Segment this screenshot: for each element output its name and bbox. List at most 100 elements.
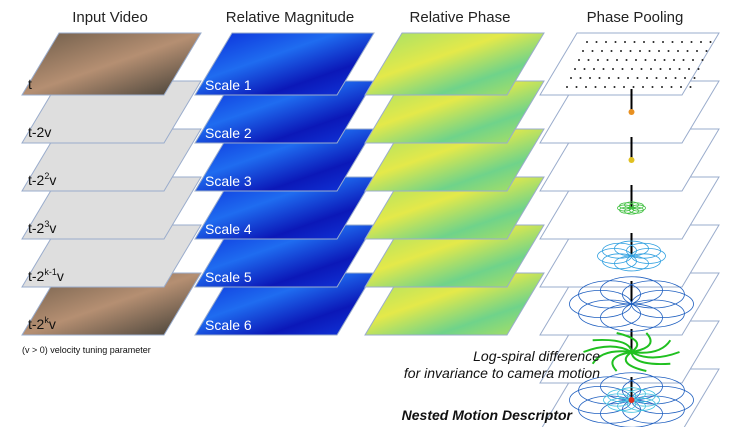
frame-label-base: t-2 bbox=[28, 316, 45, 332]
figure: Input Video Relative Magnitude Relative Ph… bbox=[0, 0, 730, 427]
center bbox=[629, 157, 635, 163]
grid-dot bbox=[650, 68, 652, 70]
grid-dot bbox=[584, 68, 586, 70]
grid-dot bbox=[570, 77, 572, 79]
scale-label: Scale 5 bbox=[205, 269, 252, 285]
caption: for invariance to camera motion bbox=[404, 365, 600, 381]
grid-dot bbox=[635, 59, 637, 61]
scale-label: Scale 2 bbox=[205, 125, 252, 141]
grid-dot bbox=[679, 68, 681, 70]
grid-dot bbox=[639, 50, 641, 52]
grid-dot bbox=[662, 41, 664, 43]
grid-dot bbox=[652, 86, 654, 88]
grid-dot bbox=[664, 59, 666, 61]
grid-dot bbox=[661, 86, 663, 88]
grid-dot bbox=[696, 50, 698, 52]
grid-dot bbox=[597, 59, 599, 61]
grid-dot bbox=[566, 86, 568, 88]
grid-dot bbox=[585, 86, 587, 88]
frame-label-base: t-2 bbox=[28, 172, 45, 188]
grid-dot bbox=[599, 77, 601, 79]
frame-label-end: v bbox=[49, 220, 56, 236]
frame-label-base: t-2 bbox=[28, 268, 45, 284]
grid-dot bbox=[675, 77, 677, 79]
grid-dot bbox=[580, 77, 582, 79]
grid-dot bbox=[653, 41, 655, 43]
grid-dot bbox=[607, 59, 609, 61]
grid-dot bbox=[627, 77, 629, 79]
center bbox=[629, 397, 635, 403]
scale-label: Scale 1 bbox=[205, 77, 252, 93]
grid-dot bbox=[616, 59, 618, 61]
grid-dot bbox=[700, 41, 702, 43]
grid-dot bbox=[623, 86, 625, 88]
grid-dot bbox=[641, 68, 643, 70]
frame-label: t-23v bbox=[28, 219, 56, 236]
grid-dot bbox=[626, 59, 628, 61]
frame-label: t bbox=[28, 76, 32, 92]
grid-dot bbox=[605, 41, 607, 43]
grid-dot bbox=[601, 50, 603, 52]
grid-dot bbox=[668, 50, 670, 52]
grid-dot bbox=[702, 59, 704, 61]
center bbox=[629, 109, 635, 115]
grid-dot bbox=[645, 59, 647, 61]
caption: Log-spiral difference bbox=[473, 348, 600, 364]
grid-dot bbox=[656, 77, 658, 79]
grid-dot bbox=[611, 50, 613, 52]
grid-dot bbox=[614, 86, 616, 88]
column-header: Relative Phase bbox=[410, 9, 511, 26]
grid-dot bbox=[646, 77, 648, 79]
grid-dot bbox=[603, 68, 605, 70]
grid-dot bbox=[615, 41, 617, 43]
grid-dot bbox=[592, 50, 594, 52]
grid-dot bbox=[637, 77, 639, 79]
frame-label-end: v bbox=[57, 268, 64, 284]
grid-dot bbox=[633, 86, 635, 88]
grid-dot bbox=[665, 77, 667, 79]
grid-dot bbox=[604, 86, 606, 88]
grid-dot bbox=[630, 50, 632, 52]
grid-dot bbox=[687, 50, 689, 52]
grid-dot bbox=[574, 68, 576, 70]
grid-dot bbox=[671, 86, 673, 88]
grid-dot bbox=[631, 68, 633, 70]
grid-dot bbox=[684, 77, 686, 79]
grid-dot bbox=[680, 86, 682, 88]
grid-dot bbox=[706, 50, 708, 52]
frame-label-sup: k-1 bbox=[44, 267, 57, 277]
grid-dot bbox=[677, 50, 679, 52]
grid-dot bbox=[612, 68, 614, 70]
frame-label: t-2v bbox=[28, 124, 51, 140]
frame-label: t-2kv bbox=[28, 315, 56, 332]
grid-dot bbox=[624, 41, 626, 43]
grid-dot bbox=[660, 68, 662, 70]
grid-dot bbox=[698, 68, 700, 70]
grid-dot bbox=[673, 59, 675, 61]
grid-dot bbox=[593, 68, 595, 70]
grid-dot bbox=[608, 77, 610, 79]
grid-dot bbox=[643, 41, 645, 43]
frame-label-base: t-2 bbox=[28, 220, 45, 236]
column-header: Relative Magnitude bbox=[226, 9, 354, 26]
scale-label: Scale 6 bbox=[205, 317, 252, 333]
grid-dot bbox=[654, 59, 656, 61]
grid-dot bbox=[681, 41, 683, 43]
grid-dot bbox=[588, 59, 590, 61]
grid-dot bbox=[649, 50, 651, 52]
grid-dot bbox=[582, 50, 584, 52]
grid-dot bbox=[576, 86, 578, 88]
frame-label-end: v bbox=[49, 172, 56, 188]
grid-dot bbox=[620, 50, 622, 52]
scale-label: Scale 4 bbox=[205, 221, 252, 237]
grid-dot bbox=[690, 86, 692, 88]
column-header: Input Video bbox=[72, 9, 148, 26]
grid-dot bbox=[683, 59, 685, 61]
grid-dot bbox=[622, 68, 624, 70]
grid-dot bbox=[669, 68, 671, 70]
frame-label-end: v bbox=[49, 316, 56, 332]
note: (v > 0) velocity tuning parameter bbox=[22, 345, 151, 355]
grid-dot bbox=[578, 59, 580, 61]
grid-dot bbox=[634, 41, 636, 43]
grid-dot bbox=[688, 68, 690, 70]
